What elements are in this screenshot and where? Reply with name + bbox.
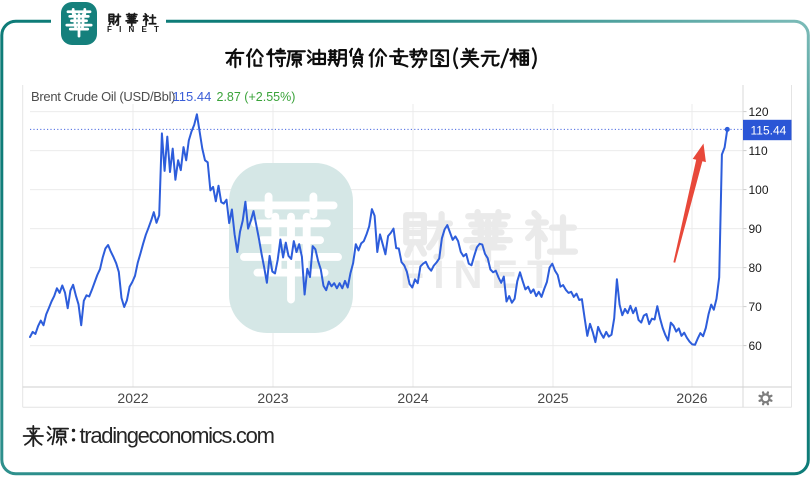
svg-text:60: 60 xyxy=(749,339,763,353)
svg-text:90: 90 xyxy=(749,222,763,236)
svg-text:100: 100 xyxy=(749,183,769,197)
svg-text:2025: 2025 xyxy=(537,390,568,406)
svg-text:FINET: FINET xyxy=(107,25,166,34)
svg-text:80: 80 xyxy=(749,261,763,275)
svg-text:2024: 2024 xyxy=(397,390,428,406)
svg-text:120: 120 xyxy=(749,105,769,119)
svg-text:70: 70 xyxy=(749,300,763,314)
svg-text:2.87 (+2.55%): 2.87 (+2.55%) xyxy=(217,90,296,104)
svg-text:tradingeconomics.com: tradingeconomics.com xyxy=(80,423,274,448)
svg-text:2022: 2022 xyxy=(117,390,148,406)
svg-text:115.44: 115.44 xyxy=(751,123,787,137)
svg-text:2026: 2026 xyxy=(676,390,707,406)
svg-text:Brent Crude Oil (USD/Bbl): Brent Crude Oil (USD/Bbl) xyxy=(31,89,175,104)
svg-text:115.44: 115.44 xyxy=(173,89,212,104)
svg-text:2023: 2023 xyxy=(257,390,288,406)
svg-text:FINET: FINET xyxy=(400,253,561,297)
svg-text:110: 110 xyxy=(749,144,768,158)
